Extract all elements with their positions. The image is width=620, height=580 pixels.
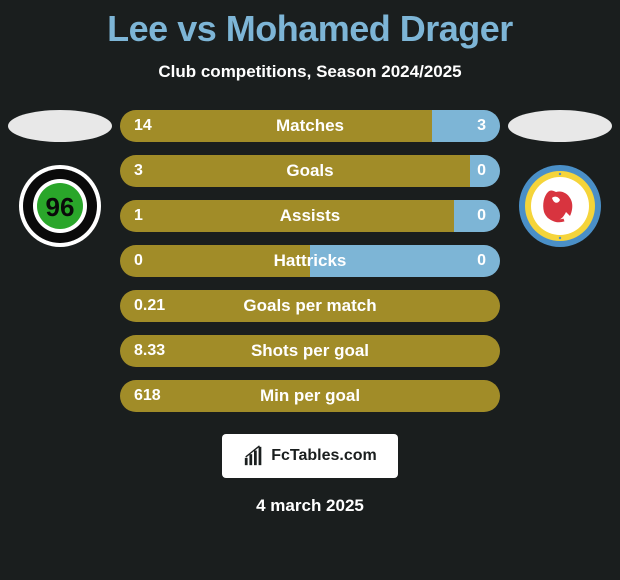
stat-left-value: 14 (134, 117, 152, 135)
stat-right-segment: 3 (432, 110, 500, 142)
date-label: 4 march 2025 (0, 496, 620, 516)
stat-left-segment: 14 (120, 110, 432, 142)
stat-left-segment: 0.21 (120, 290, 500, 322)
page-title: Lee vs Mohamed Drager (0, 0, 620, 50)
stat-left-value: 618 (134, 387, 161, 405)
stat-right-segment: 0 (470, 155, 500, 187)
comparison-panel: 96 143Matches30Goals10Assists00Hattricks… (0, 110, 620, 412)
stat-right-value: 0 (477, 162, 486, 180)
stat-left-value: 0.21 (134, 297, 165, 315)
right-side (500, 110, 620, 412)
stat-left-value: 1 (134, 207, 143, 225)
stat-left-value: 3 (134, 162, 143, 180)
left-oval (8, 110, 112, 142)
stat-row: 618Min per goal (120, 380, 500, 412)
stat-bars: 143Matches30Goals10Assists00Hattricks0.2… (120, 110, 500, 412)
stat-left-segment: 8.33 (120, 335, 500, 367)
stat-left-value: 8.33 (134, 342, 165, 360)
hannover-crest-icon: 96 (18, 164, 102, 248)
stat-row: 143Matches (120, 110, 500, 142)
stat-right-value: 0 (477, 207, 486, 225)
stat-right-value: 0 (477, 252, 486, 270)
right-crest (518, 164, 602, 248)
braunschweig-crest-icon (518, 164, 602, 248)
stat-left-segment: 1 (120, 200, 454, 232)
stat-row: 0.21Goals per match (120, 290, 500, 322)
brand-text: FcTables.com (271, 447, 377, 465)
left-crest: 96 (18, 164, 102, 248)
stat-row: 30Goals (120, 155, 500, 187)
stat-row: 10Assists (120, 200, 500, 232)
stat-left-segment: 3 (120, 155, 470, 187)
svg-text:96: 96 (46, 192, 75, 222)
left-side: 96 (0, 110, 120, 412)
stat-left-value: 0 (134, 252, 143, 270)
stat-row: 00Hattricks (120, 245, 500, 277)
stat-right-value: 3 (477, 117, 486, 135)
stat-left-segment: 0 (120, 245, 310, 277)
stat-right-segment: 0 (310, 245, 500, 277)
right-oval (508, 110, 612, 142)
subtitle: Club competitions, Season 2024/2025 (0, 62, 620, 82)
fctables-logo-icon (243, 445, 265, 467)
brand-badge[interactable]: FcTables.com (222, 434, 398, 478)
stat-right-segment: 0 (454, 200, 500, 232)
stat-row: 8.33Shots per goal (120, 335, 500, 367)
stat-left-segment: 618 (120, 380, 500, 412)
